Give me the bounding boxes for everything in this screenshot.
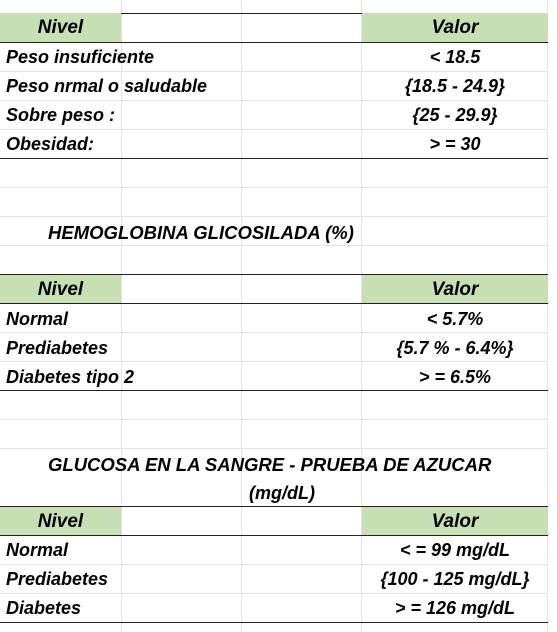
hemoglobina-row-valor: > = 6.5% — [418, 367, 492, 387]
imc-row-valor: > = 30 — [429, 134, 481, 154]
glucosa-row-valor: < = 99 mg/dL — [399, 540, 511, 560]
hemoglobina-header-valor: Valor — [362, 275, 548, 304]
glucosa-header-nivel: Nivel — [0, 507, 121, 536]
hemoglobina-header-nivel: Nivel — [0, 275, 121, 304]
column-gridline — [241, 0, 242, 632]
hemoglobina-row-nivel: Prediabetes — [6, 338, 109, 358]
glucosa-row-nivel: Prediabetes — [6, 569, 109, 589]
glucosa-row-valor: {100 - 125 mg/dL} — [380, 569, 530, 589]
imc-row-nivel: Peso nrmal o saludable — [6, 76, 208, 96]
glucosa-row-valor: > = 126 mg/dL — [394, 598, 516, 618]
imc-header-valor: Valor — [362, 13, 548, 42]
imc-row-valor: {18.5 - 24.9} — [404, 76, 506, 96]
column-gridline — [547, 0, 548, 632]
column-gridline — [361, 0, 362, 632]
imc-header-nivel: Nivel — [0, 13, 121, 42]
hemoglobina-row-nivel: Normal — [6, 309, 69, 329]
glucosa-row-nivel: Normal — [6, 540, 69, 560]
hemoglobina-row-valor: {5.7 % - 6.4%} — [396, 338, 514, 358]
glucosa-unit: (mg/dL) — [249, 483, 315, 503]
hemoglobina-row-valor: < 5.7% — [426, 309, 484, 329]
imc-row-valor: {25 - 29.9} — [412, 105, 498, 125]
imc-row-valor: < 18.5 — [429, 47, 481, 67]
glucosa-title: GLUCOSA EN LA SANGRE - PRUEBA DE AZUCAR — [48, 454, 492, 475]
imc-row-nivel: Sobre peso : — [6, 105, 116, 125]
imc-row-nivel: Peso insuficiente — [6, 47, 155, 67]
glucosa-header-valor: Valor — [362, 507, 548, 536]
imc-row-nivel: Obesidad: — [6, 134, 95, 154]
glucosa-row-nivel: Diabetes — [6, 598, 82, 618]
hemoglobina-row-nivel: Diabetes tipo 2 — [6, 367, 135, 387]
column-gridline — [121, 0, 122, 632]
hemoglobina-title: HEMOGLOBINA GLICOSILADA (%) — [48, 222, 354, 243]
